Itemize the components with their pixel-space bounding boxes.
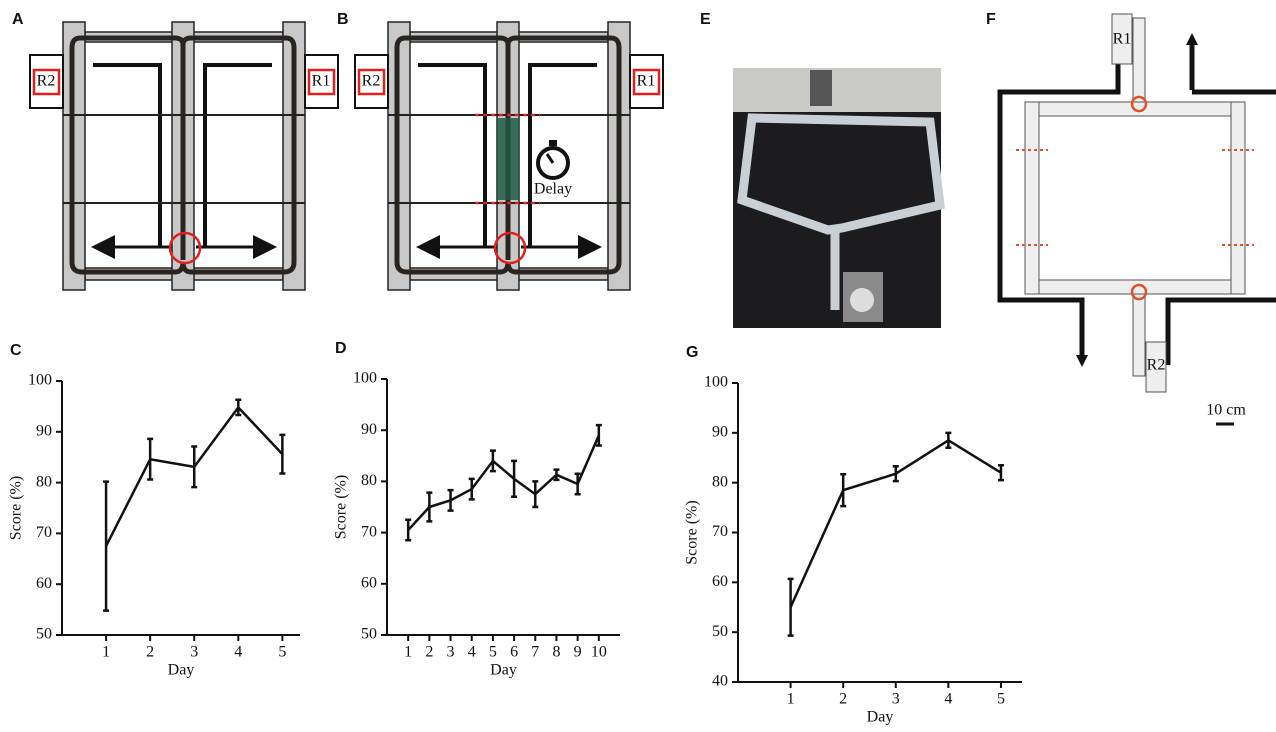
x-tick-label: 5 <box>997 691 1005 708</box>
x-axis-label: Day <box>490 662 517 679</box>
y-tick-label: 80 <box>36 473 52 490</box>
y-axis-label: Score (%) <box>684 500 701 564</box>
y-tick-label: 40 <box>712 673 728 690</box>
y-tick-label: 70 <box>712 523 728 540</box>
x-tick-label: 3 <box>892 691 900 708</box>
y-tick-label: 100 <box>28 372 52 389</box>
delay-label: Delay <box>534 181 572 198</box>
panel-label: B <box>337 11 349 28</box>
data-line <box>408 435 599 530</box>
reward-label: R2 <box>362 73 381 90</box>
figure: A R2 R1 B R2 R1 Delay E F R1 R2 10 cm C 5… <box>0 0 1276 732</box>
y-tick-label: 50 <box>361 626 377 643</box>
y-tick-label: 60 <box>36 575 52 592</box>
error-bar <box>490 451 496 471</box>
x-tick-label: 4 <box>234 644 242 661</box>
y-tick-label: 60 <box>712 573 728 590</box>
y-tick-label: 90 <box>36 422 52 439</box>
x-tick-label: 6 <box>510 644 518 661</box>
x-tick-label: 10 <box>591 644 607 661</box>
error-bar <box>405 520 411 540</box>
x-tick-label: 3 <box>447 644 455 661</box>
x-tick-label: 7 <box>531 644 539 661</box>
y-tick-label: 50 <box>712 623 728 640</box>
panel-label: A <box>12 11 24 28</box>
x-tick-label: 9 <box>574 644 582 661</box>
reward-label: R1 <box>1113 31 1132 48</box>
x-axis-label: Day <box>867 709 894 726</box>
panel-label: E <box>700 11 711 28</box>
reward-label: R2 <box>37 73 56 90</box>
y-axis-label: Score (%) <box>333 475 350 539</box>
y-axis-label: Score (%) <box>8 476 25 540</box>
y-tick-label: 80 <box>361 472 377 489</box>
reward-label: R1 <box>637 73 656 90</box>
panel-label: D <box>335 340 347 357</box>
y-tick-label: 90 <box>712 424 728 441</box>
x-tick-label: 8 <box>552 644 560 661</box>
error-bar <box>279 435 285 474</box>
x-tick-label: 3 <box>190 644 198 661</box>
x-tick-label: 2 <box>425 644 433 661</box>
x-tick-label: 1 <box>102 644 110 661</box>
x-tick-label: 2 <box>146 644 154 661</box>
error-bar <box>103 482 109 611</box>
x-tick-label: 4 <box>468 644 476 661</box>
panel-a: A R2 R1 <box>12 11 338 290</box>
scale-label: 10 cm <box>1206 402 1246 419</box>
y-tick-label: 50 <box>36 626 52 643</box>
error-bar <box>235 400 241 415</box>
y-tick-label: 100 <box>353 370 377 387</box>
error-bar <box>788 579 794 636</box>
reward-label: R2 <box>1147 357 1166 374</box>
reward-label: R1 <box>312 73 331 90</box>
panel-label: F <box>986 11 996 28</box>
y-tick-label: 60 <box>361 574 377 591</box>
x-tick-label: 1 <box>404 644 412 661</box>
y-tick-label: 90 <box>361 421 377 438</box>
panel-b: B R2 R1 Delay <box>337 11 663 290</box>
x-tick-label: 4 <box>944 691 952 708</box>
y-tick-label: 100 <box>704 374 728 391</box>
panel-e: E <box>700 11 941 328</box>
x-axis-label: Day <box>168 662 195 679</box>
x-tick-label: 5 <box>278 644 286 661</box>
y-tick-label: 70 <box>36 524 52 541</box>
x-tick-label: 5 <box>489 644 497 661</box>
panel-label: G <box>686 344 698 361</box>
y-tick-label: 70 <box>361 523 377 540</box>
panel-f: F R1 R2 10 cm <box>986 11 1276 424</box>
x-tick-label: 1 <box>787 691 795 708</box>
panel-label: C <box>10 342 22 359</box>
y-tick-label: 80 <box>712 473 728 490</box>
x-tick-label: 2 <box>839 691 847 708</box>
